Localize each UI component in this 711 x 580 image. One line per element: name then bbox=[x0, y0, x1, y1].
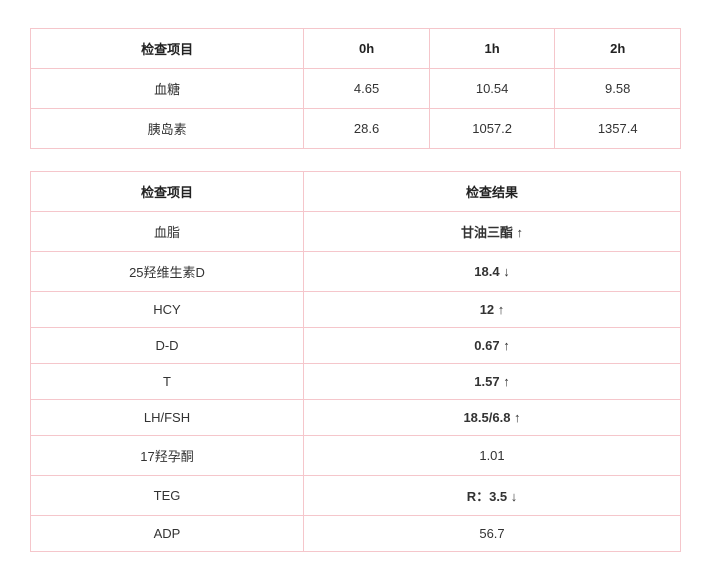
cell-value: 10.54 bbox=[429, 69, 555, 109]
table-header-row: 检查项目 0h 1h 2h bbox=[31, 29, 681, 69]
table1-header: 检查项目 0h 1h 2h bbox=[31, 29, 681, 69]
table-row: T 1.57 ↑ bbox=[31, 364, 681, 400]
table-row: D-D 0.67 ↑ bbox=[31, 328, 681, 364]
cell-result: 甘油三酯 ↑ bbox=[304, 212, 681, 252]
table-gap bbox=[30, 149, 681, 171]
col-header-item: 检查项目 bbox=[31, 29, 304, 69]
table-row: 25羟维生素D 18.4 ↓ bbox=[31, 252, 681, 292]
table2-header: 检查项目 检查结果 bbox=[31, 172, 681, 212]
cell-item: LH/FSH bbox=[31, 400, 304, 436]
results-table: 检查项目 检查结果 血脂 甘油三酯 ↑ 25羟维生素D 18.4 ↓ HCY 1… bbox=[30, 171, 681, 552]
cell-item: 血糖 bbox=[31, 69, 304, 109]
cell-item: 25羟维生素D bbox=[31, 252, 304, 292]
cell-result: 18.4 ↓ bbox=[304, 252, 681, 292]
cell-value: 1357.4 bbox=[555, 109, 681, 149]
cell-item: 胰岛素 bbox=[31, 109, 304, 149]
cell-item: TEG bbox=[31, 476, 304, 516]
cell-value: 28.6 bbox=[304, 109, 430, 149]
table-row: HCY 12 ↑ bbox=[31, 292, 681, 328]
cell-result: 12 ↑ bbox=[304, 292, 681, 328]
cell-result: 0.67 ↑ bbox=[304, 328, 681, 364]
cell-result: 56.7 bbox=[304, 516, 681, 552]
col-header-item: 检查项目 bbox=[31, 172, 304, 212]
table-row: 血糖 4.65 10.54 9.58 bbox=[31, 69, 681, 109]
table2-body: 血脂 甘油三酯 ↑ 25羟维生素D 18.4 ↓ HCY 12 ↑ D-D 0.… bbox=[31, 212, 681, 552]
table1-body: 血糖 4.65 10.54 9.58 胰岛素 28.6 1057.2 1357.… bbox=[31, 69, 681, 149]
table-row: 血脂 甘油三酯 ↑ bbox=[31, 212, 681, 252]
cell-item: T bbox=[31, 364, 304, 400]
table-row: 17羟孕酮 1.01 bbox=[31, 436, 681, 476]
table-row: TEG R：3.5 ↓ bbox=[31, 476, 681, 516]
cell-result: R：3.5 ↓ bbox=[304, 476, 681, 516]
table-header-row: 检查项目 检查结果 bbox=[31, 172, 681, 212]
cell-item: D-D bbox=[31, 328, 304, 364]
cell-result: 1.01 bbox=[304, 436, 681, 476]
table-row: 胰岛素 28.6 1057.2 1357.4 bbox=[31, 109, 681, 149]
col-header-result: 检查结果 bbox=[304, 172, 681, 212]
cell-value: 4.65 bbox=[304, 69, 430, 109]
cell-item: 血脂 bbox=[31, 212, 304, 252]
cell-item: 17羟孕酮 bbox=[31, 436, 304, 476]
col-header-2h: 2h bbox=[555, 29, 681, 69]
table-row: ADP 56.7 bbox=[31, 516, 681, 552]
cell-item: HCY bbox=[31, 292, 304, 328]
col-header-1h: 1h bbox=[429, 29, 555, 69]
col-header-0h: 0h bbox=[304, 29, 430, 69]
time-series-table: 检查项目 0h 1h 2h 血糖 4.65 10.54 9.58 胰岛素 28.… bbox=[30, 28, 681, 149]
cell-value: 9.58 bbox=[555, 69, 681, 109]
cell-value: 1057.2 bbox=[429, 109, 555, 149]
cell-result: 18.5/6.8 ↑ bbox=[304, 400, 681, 436]
table-row: LH/FSH 18.5/6.8 ↑ bbox=[31, 400, 681, 436]
cell-item: ADP bbox=[31, 516, 304, 552]
cell-result: 1.57 ↑ bbox=[304, 364, 681, 400]
